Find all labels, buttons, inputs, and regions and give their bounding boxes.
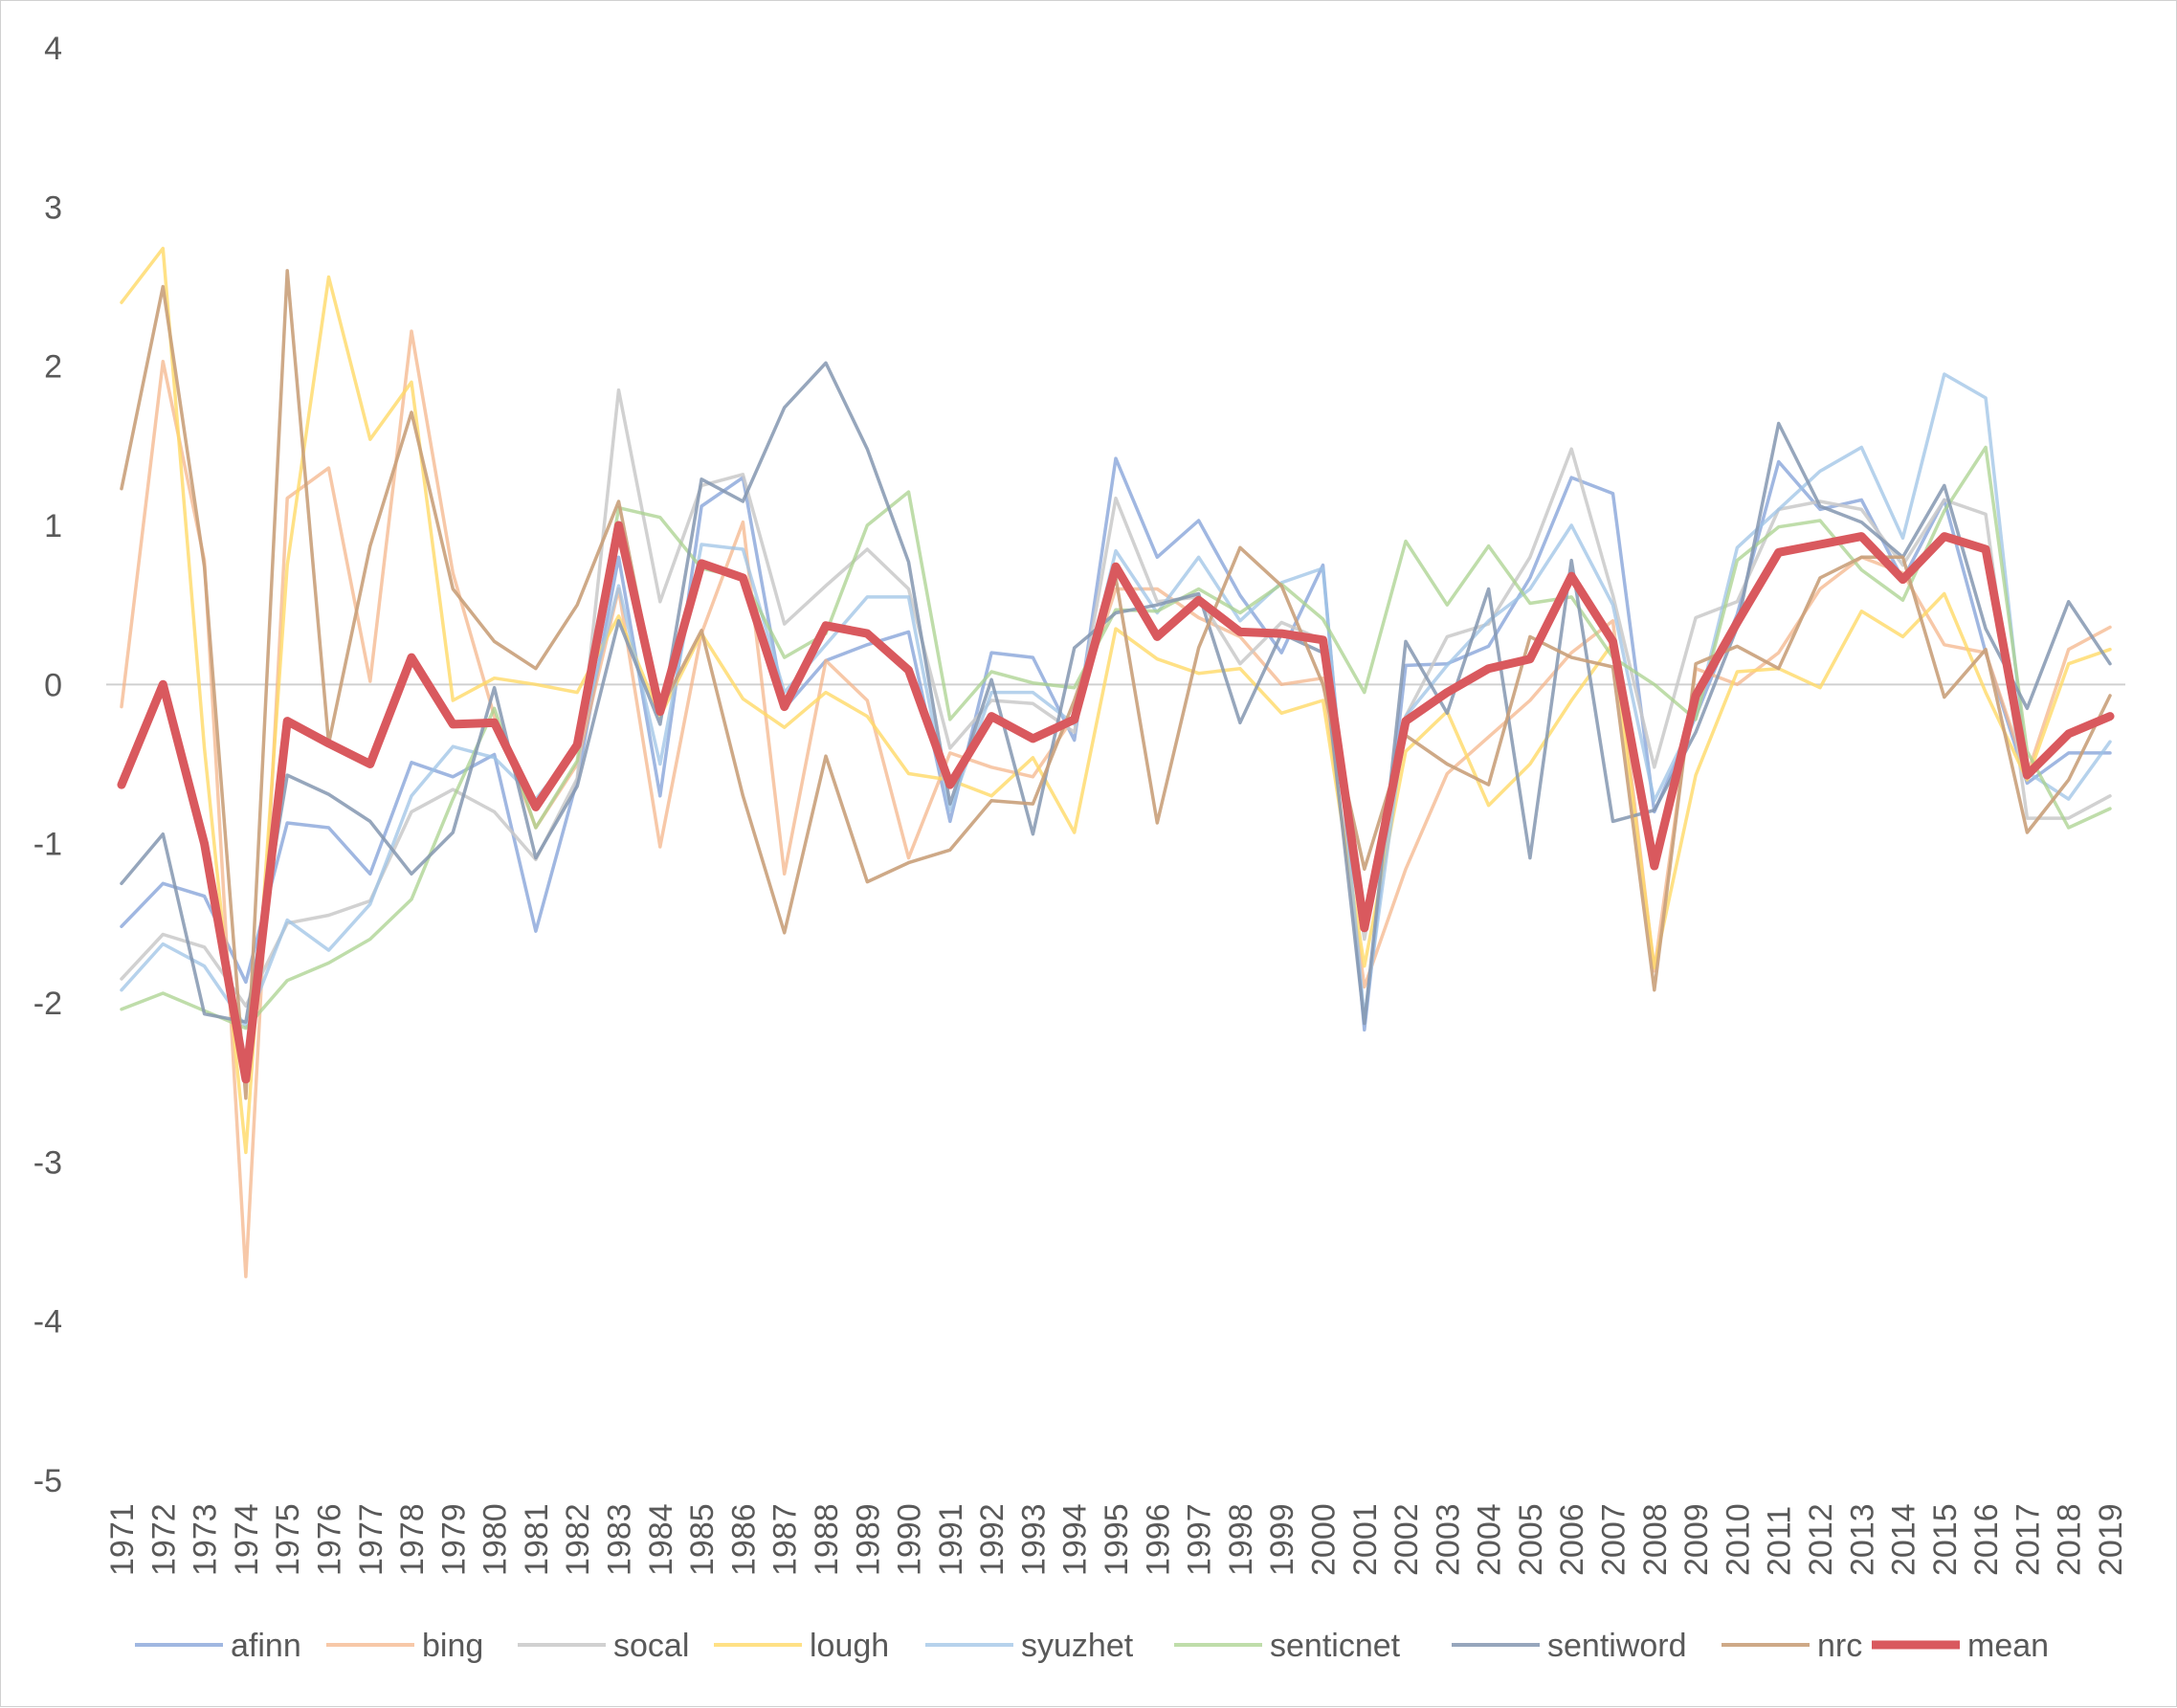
series-line-sentiword bbox=[120, 361, 2112, 1026]
legend-label-lough: lough bbox=[810, 1628, 889, 1664]
x-tick-label: 1973 bbox=[188, 1503, 224, 1576]
y-tick-label: -5 bbox=[33, 1463, 62, 1499]
series-line-bing bbox=[120, 329, 2112, 1278]
x-tick-label: 1981 bbox=[519, 1503, 555, 1576]
series-lines bbox=[117, 246, 2115, 1278]
y-tick-label: -3 bbox=[33, 1144, 62, 1181]
x-tick-label: 1971 bbox=[104, 1503, 141, 1576]
y-tick-label: 1 bbox=[44, 508, 62, 544]
x-tick-label: 2006 bbox=[1554, 1503, 1590, 1576]
x-tick-label: 2012 bbox=[1803, 1503, 1839, 1576]
x-tick-label: 1982 bbox=[560, 1503, 596, 1576]
legend-label-syuzhet: syuzhet bbox=[1021, 1628, 1134, 1664]
x-tick-label: 2014 bbox=[1886, 1503, 1922, 1576]
x-tick-label: 2001 bbox=[1347, 1503, 1384, 1576]
x-tick-label: 2009 bbox=[1678, 1503, 1715, 1576]
x-tick-label: 1997 bbox=[1182, 1503, 1218, 1576]
y-tick-label: -1 bbox=[33, 827, 62, 863]
y-tick-label: 4 bbox=[44, 31, 62, 67]
x-tick-label: 1995 bbox=[1099, 1503, 1135, 1576]
x-tick-label: 1986 bbox=[725, 1503, 762, 1576]
legend-label-bing: bing bbox=[422, 1628, 483, 1664]
x-tick-label: 1983 bbox=[602, 1503, 638, 1576]
x-tick-label: 2002 bbox=[1388, 1503, 1425, 1576]
x-axis-tick-labels: 1971 1972 1973 1974 1975 1976 1977 1978 1979 1980… bbox=[104, 1503, 2129, 1576]
y-tick-label: 3 bbox=[44, 189, 62, 226]
x-tick-label: 2011 bbox=[1762, 1506, 1798, 1576]
x-tick-label: 1974 bbox=[229, 1503, 265, 1576]
x-tick-label: 1984 bbox=[643, 1503, 679, 1576]
x-tick-label: 1991 bbox=[933, 1503, 969, 1576]
legend-label-mean: mean bbox=[1967, 1628, 2049, 1664]
series-line-senticnet bbox=[120, 445, 2112, 1031]
x-tick-label: 2015 bbox=[1927, 1503, 1964, 1576]
x-tick-label: 2019 bbox=[2093, 1503, 2129, 1576]
x-tick-label: 1976 bbox=[311, 1503, 347, 1576]
x-tick-label: 2010 bbox=[1720, 1503, 1756, 1576]
x-tick-label: 2003 bbox=[1430, 1503, 1466, 1576]
x-tick-label: 1990 bbox=[892, 1503, 928, 1576]
series-line-socal bbox=[120, 388, 2112, 1009]
legend-label-socal: socal bbox=[613, 1628, 689, 1664]
legend: afinn bing socal lough syuzhet senticnet senti… bbox=[135, 1628, 2049, 1664]
x-tick-label: 1977 bbox=[353, 1503, 389, 1576]
x-tick-label: 2017 bbox=[2010, 1503, 2046, 1576]
series-line-mean bbox=[117, 521, 2115, 1084]
y-tick-label: -4 bbox=[33, 1304, 62, 1341]
y-tick-label: 2 bbox=[44, 349, 62, 386]
x-tick-label: 2018 bbox=[2052, 1503, 2088, 1576]
y-tick-label: 0 bbox=[44, 667, 62, 703]
legend-label-sentiword: sentiword bbox=[1547, 1628, 1687, 1664]
x-tick-label: 1999 bbox=[1264, 1503, 1300, 1576]
x-tick-label: 2008 bbox=[1637, 1503, 1674, 1576]
x-tick-label: 1979 bbox=[435, 1503, 472, 1576]
x-tick-label: 1992 bbox=[974, 1503, 1011, 1576]
x-tick-label: 1975 bbox=[270, 1503, 306, 1576]
series-line-syuzhet bbox=[120, 372, 2112, 1029]
x-tick-label: 1972 bbox=[145, 1503, 182, 1576]
x-tick-label: 1993 bbox=[1015, 1503, 1052, 1576]
x-tick-label: 1994 bbox=[1057, 1503, 1094, 1576]
legend-label-afinn: afinn bbox=[231, 1628, 301, 1664]
x-tick-label: 1987 bbox=[767, 1503, 804, 1576]
legend-label-senticnet: senticnet bbox=[1270, 1628, 1401, 1664]
series-line-afinn bbox=[120, 456, 2112, 1032]
x-tick-label: 2013 bbox=[1844, 1503, 1880, 1576]
y-tick-label: -2 bbox=[33, 986, 62, 1022]
x-tick-label: 1980 bbox=[478, 1503, 514, 1576]
y-axis-tick-labels: 4 3 2 1 0 -1 -2 -3 -4 -5 bbox=[33, 31, 62, 1499]
legend-label-nrc: nrc bbox=[1817, 1628, 1862, 1664]
x-tick-label: 2007 bbox=[1596, 1503, 1633, 1576]
x-tick-label: 2000 bbox=[1305, 1503, 1342, 1576]
x-tick-label: 1998 bbox=[1223, 1503, 1259, 1576]
x-tick-label: 2004 bbox=[1472, 1503, 1508, 1576]
x-tick-label: 1988 bbox=[809, 1503, 845, 1576]
x-tick-label: 1978 bbox=[394, 1503, 431, 1576]
x-tick-label: 1989 bbox=[850, 1503, 886, 1576]
x-tick-label: 1985 bbox=[684, 1503, 721, 1576]
x-tick-label: 2005 bbox=[1513, 1503, 1549, 1576]
x-tick-label: 1996 bbox=[1140, 1503, 1176, 1576]
x-tick-label: 2016 bbox=[1968, 1503, 2005, 1576]
